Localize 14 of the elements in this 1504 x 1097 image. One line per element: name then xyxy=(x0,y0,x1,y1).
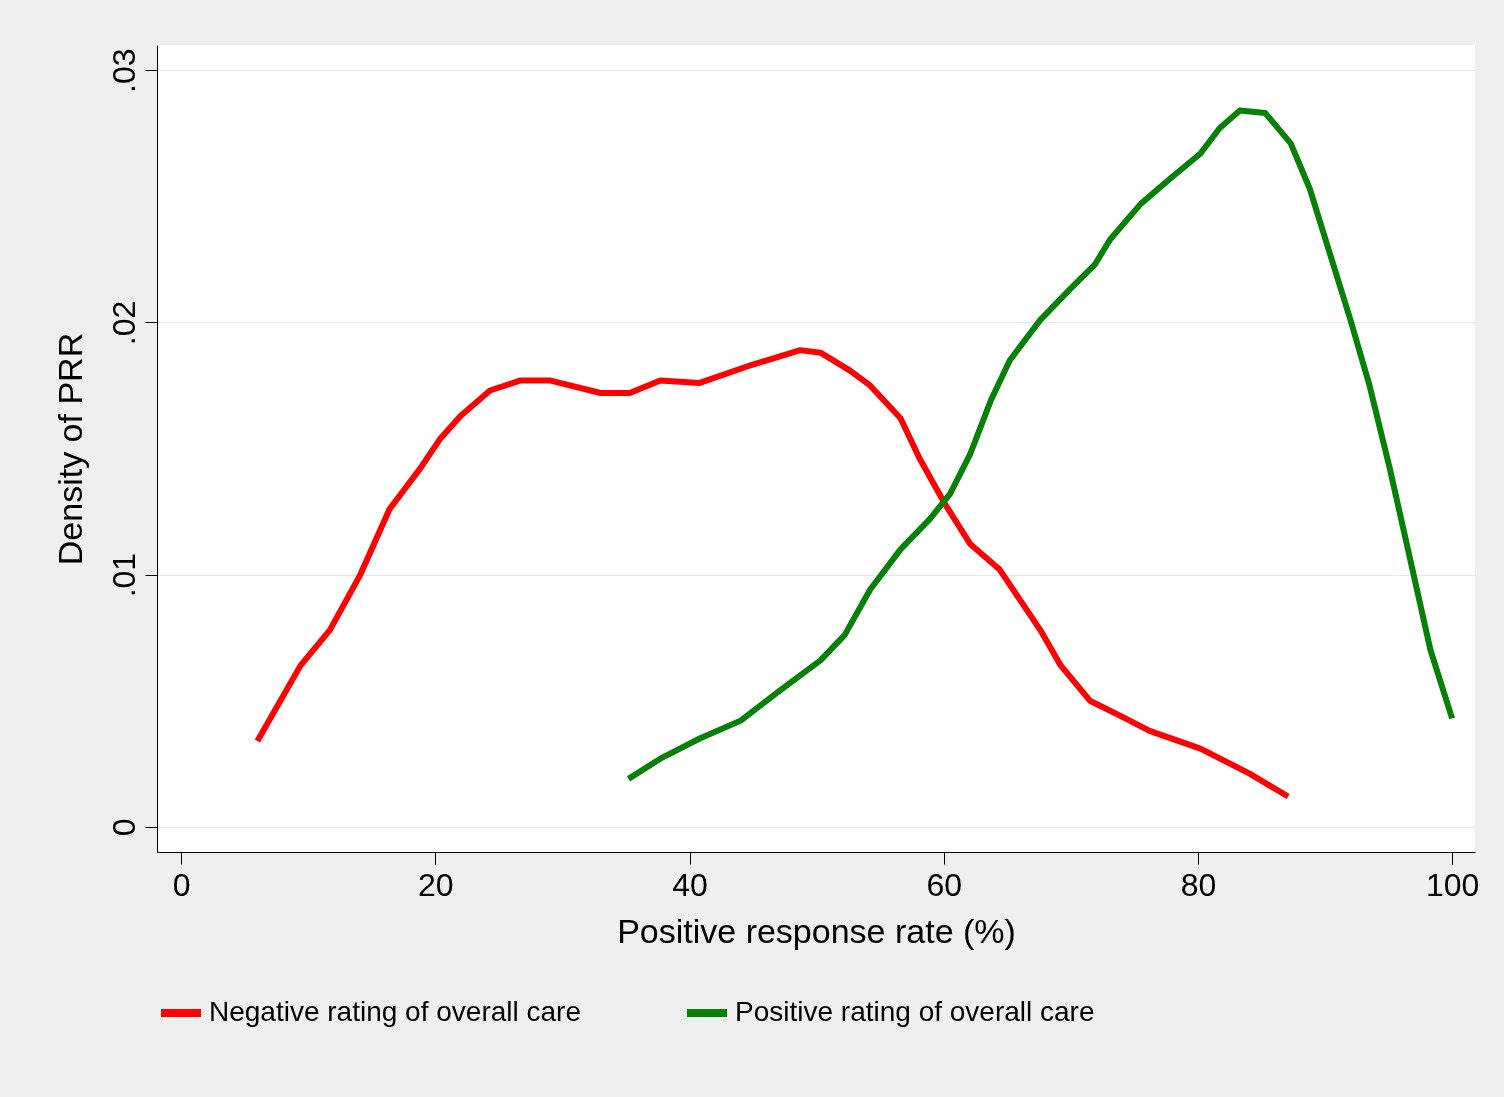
x-tick-label: 100 xyxy=(1425,866,1480,903)
legend-label: Positive rating of overall care xyxy=(735,996,1095,1027)
x-tick-label: 80 xyxy=(1180,866,1217,903)
y-tick-label: 0 xyxy=(105,818,142,837)
x-axis-title: Positive response rate (%) xyxy=(617,911,1016,950)
y-axis-title: Density of PRR xyxy=(50,332,89,566)
x-tick-label: 60 xyxy=(926,866,963,903)
y-tick-label: .02 xyxy=(105,300,142,346)
y-tick-label: .03 xyxy=(105,48,142,93)
x-tick-label: 40 xyxy=(672,866,708,903)
y-tick-label: .01 xyxy=(105,552,142,598)
x-tick-label: 0 xyxy=(172,866,191,903)
legend-label: Negative rating of overall care xyxy=(209,996,581,1027)
x-tick-label: 20 xyxy=(418,866,454,903)
